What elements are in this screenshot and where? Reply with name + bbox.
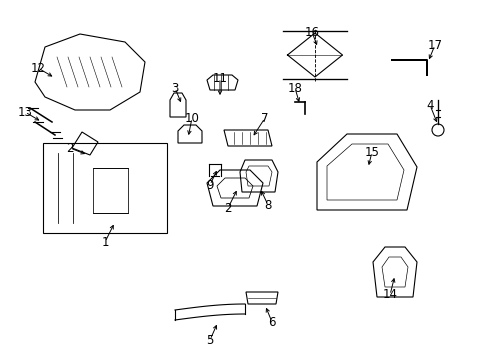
Text: 5: 5	[206, 333, 213, 346]
Text: 17: 17	[427, 39, 442, 51]
Text: 10: 10	[184, 112, 199, 125]
Text: 2: 2	[66, 141, 74, 154]
Text: 8: 8	[264, 198, 271, 212]
Text: 14: 14	[382, 288, 397, 302]
Text: 11: 11	[212, 72, 227, 85]
Text: 15: 15	[364, 145, 379, 158]
Text: 7: 7	[261, 112, 268, 125]
Text: 18: 18	[287, 81, 302, 94]
Text: 16: 16	[304, 26, 319, 39]
Text: 2: 2	[224, 202, 231, 215]
Text: 1: 1	[101, 235, 108, 248]
Text: 12: 12	[30, 62, 45, 75]
Text: 4: 4	[426, 99, 433, 112]
Text: 13: 13	[18, 105, 32, 118]
Text: 3: 3	[171, 81, 178, 94]
Text: 9: 9	[206, 179, 213, 192]
Text: 6: 6	[268, 315, 275, 328]
